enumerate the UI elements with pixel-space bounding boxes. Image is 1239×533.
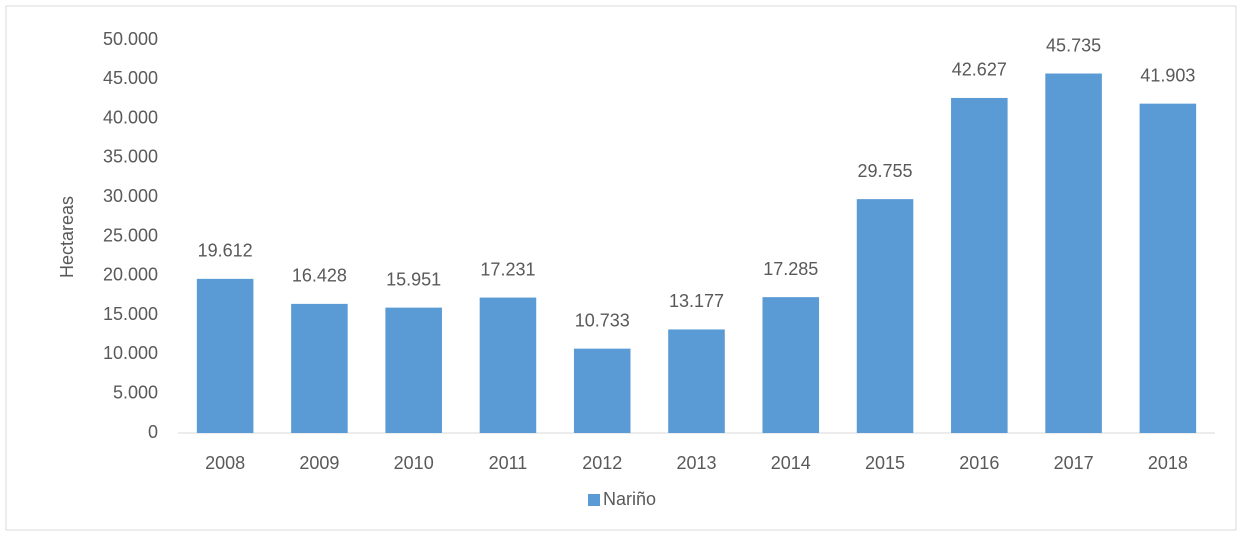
x-tick-label: 2009 xyxy=(299,453,339,473)
bar xyxy=(1139,103,1197,433)
bar xyxy=(385,307,442,433)
y-tick-label: 15.000 xyxy=(103,304,158,324)
x-tick-label: 2017 xyxy=(1054,453,1094,473)
y-tick-label: 45.000 xyxy=(103,68,158,88)
y-tick-label: 0 xyxy=(148,422,158,442)
data-label: 13.177 xyxy=(669,291,724,311)
x-tick-label: 2016 xyxy=(959,453,999,473)
bar xyxy=(573,348,631,433)
x-tick-label: 2014 xyxy=(771,453,811,473)
x-tick-label: 2011 xyxy=(489,453,528,473)
y-tick-label: 10.000 xyxy=(103,343,158,363)
y-tick-label: 40.000 xyxy=(103,107,158,127)
y-tick-label: 35.000 xyxy=(103,147,158,167)
bar xyxy=(856,199,914,433)
data-label: 41.903 xyxy=(1140,65,1195,85)
bar xyxy=(668,329,725,433)
x-tick-label: 2013 xyxy=(676,453,716,473)
data-label: 10.733 xyxy=(575,310,630,330)
y-tick-label: 5.000 xyxy=(113,382,158,402)
data-label: 17.285 xyxy=(763,259,818,279)
data-label: 17.231 xyxy=(480,259,535,279)
bar xyxy=(951,97,1008,433)
x-tick-label: 2008 xyxy=(205,453,245,473)
data-label: 15.951 xyxy=(386,269,441,289)
chart-border xyxy=(5,5,1237,531)
data-label: 42.627 xyxy=(952,60,1007,80)
x-tick-label: 2015 xyxy=(865,453,905,473)
bar xyxy=(1045,73,1102,434)
data-label: 16.428 xyxy=(292,266,347,286)
y-tick-label: 30.000 xyxy=(103,186,158,206)
data-label: 45.735 xyxy=(1046,35,1101,55)
x-tick-label: 2012 xyxy=(582,453,622,473)
y-tick-label: 25.000 xyxy=(103,225,158,245)
y-tick-label: 20.000 xyxy=(103,265,158,285)
x-tick-label: 2018 xyxy=(1148,453,1188,473)
y-axis-label: Hectareas xyxy=(57,196,77,278)
data-label: 19.612 xyxy=(198,241,253,261)
bar xyxy=(196,278,254,433)
y-tick-label: 50.000 xyxy=(103,29,158,49)
bar xyxy=(479,297,537,433)
x-tick-label: 2010 xyxy=(394,453,434,473)
data-label: 29.755 xyxy=(858,161,913,181)
bar xyxy=(291,303,348,433)
bar xyxy=(762,297,820,433)
legend-swatch xyxy=(588,494,600,506)
legend-label: Nariño xyxy=(603,489,656,509)
